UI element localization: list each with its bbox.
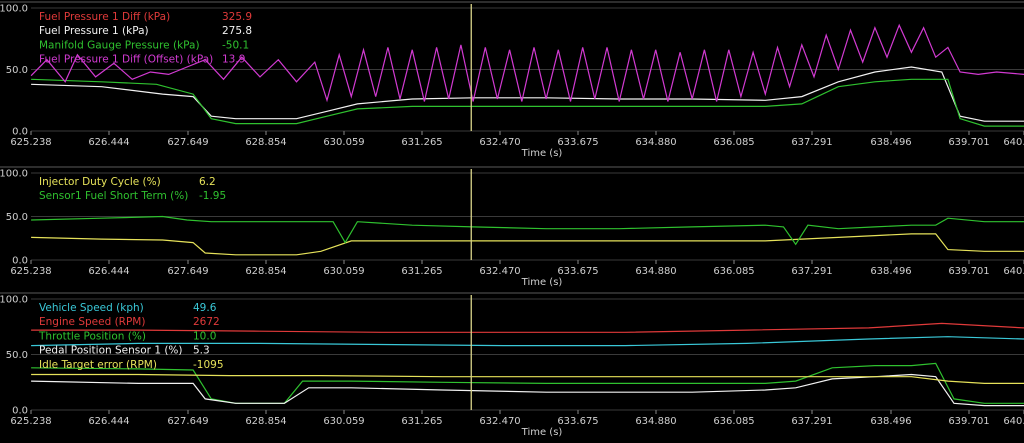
x-tick-label: 630.059 [323,416,364,427]
x-tick-label: 630.059 [323,266,364,277]
x-axis-label: Time (s) [521,148,563,159]
x-tick-label: 631.265 [401,266,442,277]
legend-series-value: 13.9 [222,54,245,66]
series-line [31,373,1024,407]
legend-series-value: 5.3 [193,345,210,357]
x-tick-label: 627.649 [167,416,208,427]
x-tick-label: 628.854 [245,137,286,148]
x-tick-label: 626.444 [88,416,129,427]
x-tick-label: 639.701 [948,266,989,277]
x-tick-label: 638.496 [870,416,911,427]
legend-series-value: -1.95 [199,190,226,202]
series-line [31,78,1024,127]
chart-panel-1: 0.0 50.0 100.0 625.238 626.444 627.649 628.854… [0,1,1024,159]
x-tick-label: 634.880 [635,137,676,148]
legend-series-name: Throttle Position (%) [38,330,146,342]
legend-series-name: Engine Speed (RPM) [39,316,145,328]
x-tick-label: 625.238 [10,266,51,277]
x-tick-label: 634.880 [635,416,676,427]
series-line [31,322,1024,333]
x-tick-label: 640.906 [1003,266,1024,277]
x-tick-label: 631.265 [401,416,442,427]
x-tick-label: 632.470 [479,137,520,148]
x-tick-label: 631.265 [401,137,442,148]
legend-series-name: Fuel Pressure 1 (kPa) [39,25,149,37]
chart-panel-2: 0.0 50.0 100.0 625.238 626.444 627.649 628.854… [0,166,1024,288]
x-tick-label: 626.444 [88,266,129,277]
x-tick-label: 639.701 [948,137,989,148]
x-tick-label: 625.238 [10,416,51,427]
y-tick-label: 0.0 [12,127,28,138]
legend-series-value: -1095 [193,359,224,371]
legend-series-name: Fuel Pressure 1 Diff (kPa) [39,11,170,23]
x-tick-label: 636.085 [713,137,754,148]
x-tick-label: 640.906 [1003,137,1024,148]
series-line [31,336,1024,347]
series-line [31,373,1024,384]
x-tick-label: 633.675 [557,137,598,148]
legend-series-name: Manifold Gauge Pressure (kPa) [39,39,200,51]
x-tick-label: 627.649 [167,266,208,277]
legend-series-value: -50.1 [222,39,249,51]
y-tick-label: 50.0 [6,212,28,223]
y-tick-label: 0.0 [12,256,28,267]
legend-series-name: Vehicle Speed (kph) [39,302,144,314]
y-tick-label: 100.0 [0,4,28,15]
legend-series-name: Pedal Position Sensor 1 (%) [39,345,183,357]
y-tick-label: 50.0 [6,350,28,361]
legend-series-name: Fuel Pressure 1 Diff (Offset) (kPa) [39,54,213,66]
series-line [31,215,1024,246]
legend-series-value: 325.9 [222,11,252,23]
y-tick-label: 50.0 [6,65,28,76]
series-line [30,23,1024,103]
series-line [31,233,1024,256]
x-tick-label: 637.291 [791,137,832,148]
x-tick-label: 638.496 [870,137,911,148]
x-tick-label: 625.238 [10,137,51,148]
legend-series-name: Idle Target error (RPM) [39,359,157,371]
x-tick-label: 628.854 [245,266,286,277]
x-tick-label: 632.470 [479,266,520,277]
x-tick-label: 639.701 [948,416,989,427]
legend-series-value: 10.0 [193,330,216,342]
x-tick-label: 632.470 [479,416,520,427]
x-axis-label: Time (s) [521,277,563,288]
legend-series-name: Sensor1 Fuel Short Term (%) [39,190,188,202]
legend-series-value: 275.8 [222,25,252,37]
x-tick-label: 634.880 [635,266,676,277]
x-tick-label: 628.854 [245,416,286,427]
x-tick-label: 640.906 [1003,416,1024,427]
y-tick-label: 0.0 [12,406,28,417]
x-tick-label: 630.059 [323,137,364,148]
x-tick-label: 636.085 [713,266,754,277]
y-tick-label: 100.0 [0,295,28,306]
chart-panel-3: 0.0 50.0 100.0 625.238 626.444 627.649 628.854… [0,292,1024,438]
x-tick-label: 627.649 [167,137,208,148]
legend-series-value: 49.6 [193,302,217,314]
y-tick-label: 100.0 [0,169,28,180]
x-tick-label: 636.085 [713,416,754,427]
x-axis-label: Time (s) [521,427,563,438]
legend-series-name: Injector Duty Cycle (%) [39,176,161,188]
x-tick-label: 633.675 [557,416,598,427]
legend-series-value: 6.2 [199,176,216,188]
x-tick-label: 626.444 [88,137,129,148]
x-tick-label: 637.291 [791,266,832,277]
x-tick-label: 633.675 [557,266,598,277]
legend-series-value: 2672 [193,316,220,328]
x-tick-label: 638.496 [870,266,911,277]
x-tick-label: 637.291 [791,416,832,427]
